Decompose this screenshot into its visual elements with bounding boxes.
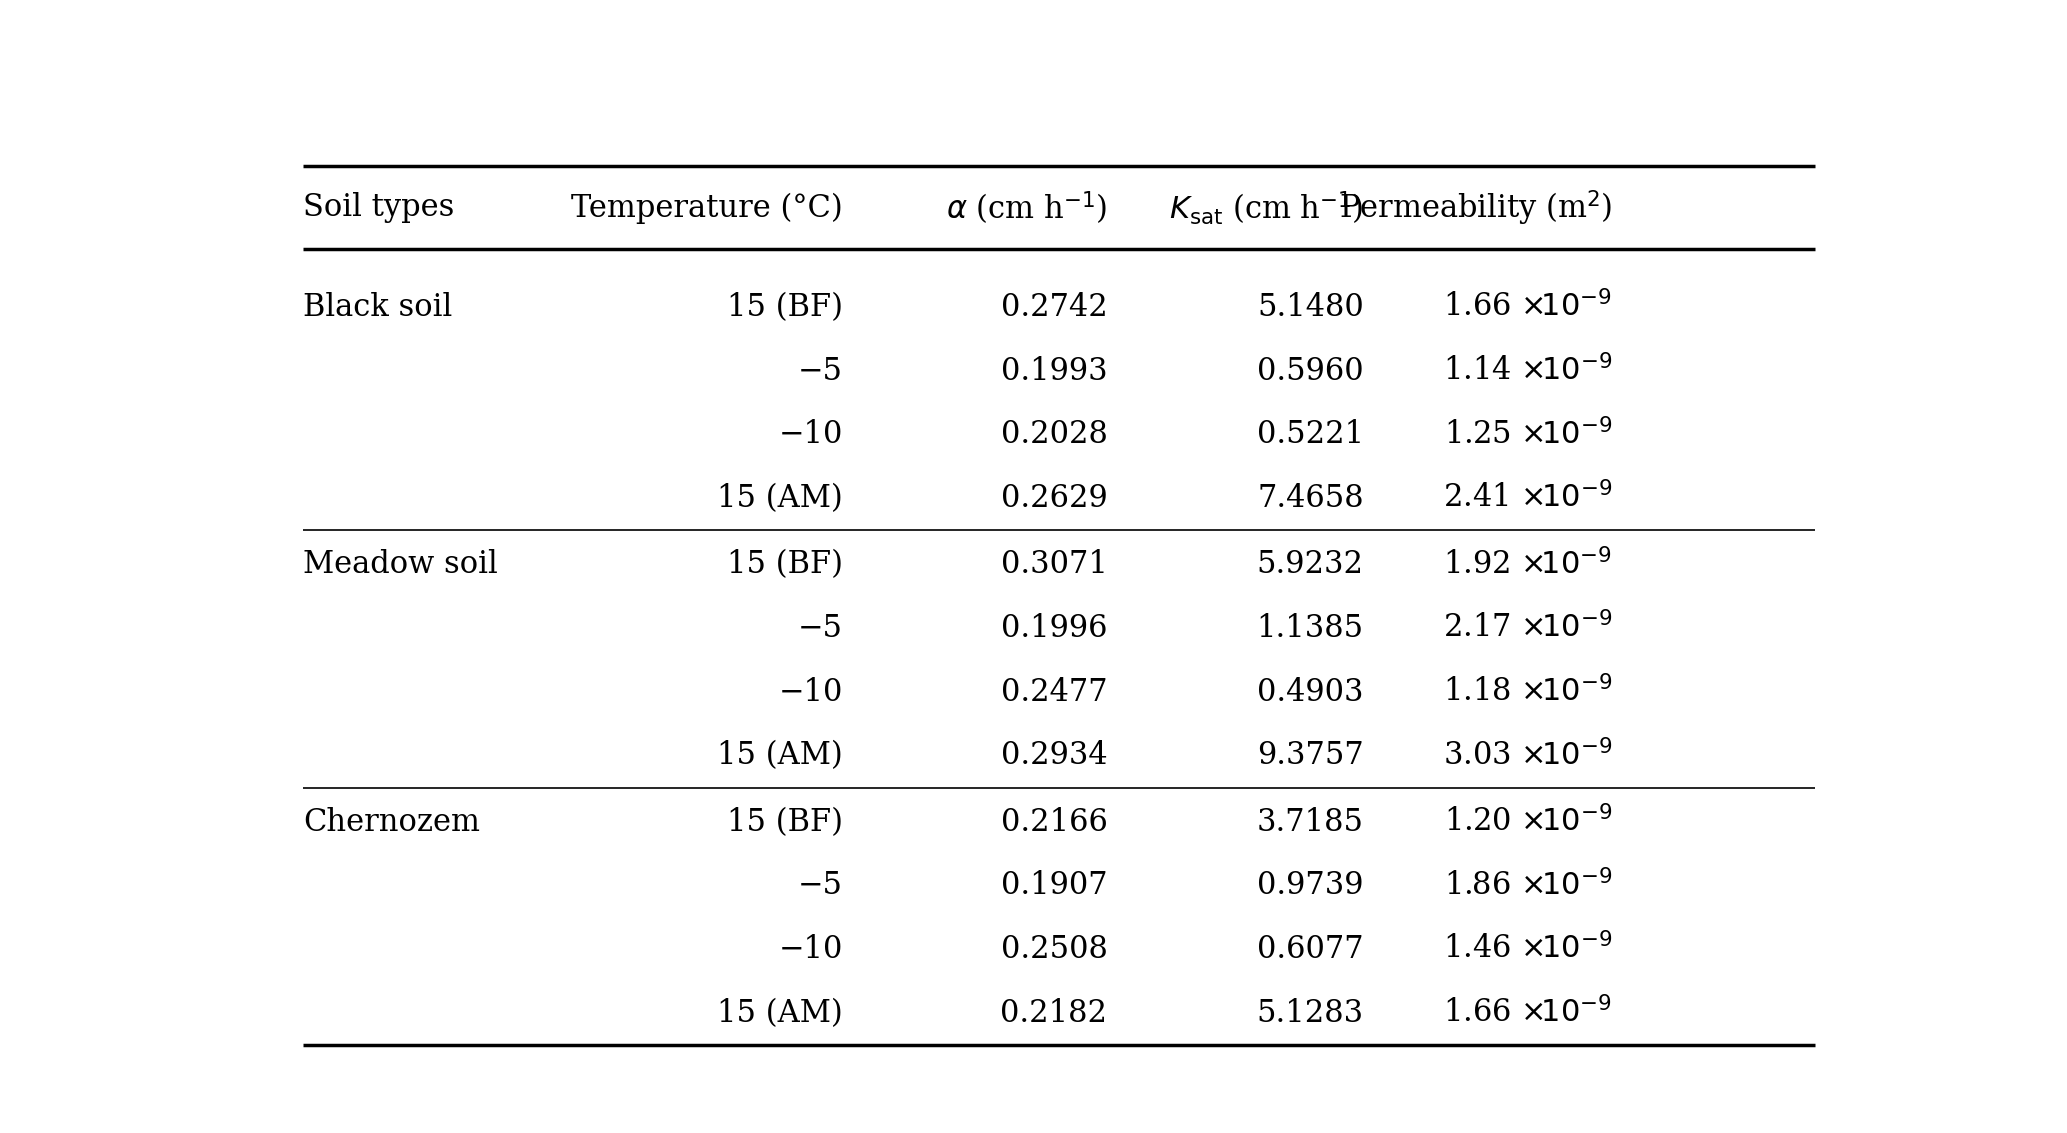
Text: 2.17 $\times\!10^{-9}$: 2.17 $\times\!10^{-9}$	[1443, 612, 1612, 645]
Text: Soil types: Soil types	[304, 193, 455, 223]
Text: 0.1996: 0.1996	[1000, 613, 1108, 644]
Text: 1.46 $\times\!10^{-9}$: 1.46 $\times\!10^{-9}$	[1443, 934, 1612, 965]
Text: −10: −10	[779, 934, 843, 965]
Text: 0.2477: 0.2477	[1000, 676, 1108, 708]
Text: 0.5960: 0.5960	[1257, 356, 1364, 386]
Text: 1.1385: 1.1385	[1257, 613, 1364, 644]
Text: −10: −10	[779, 676, 843, 708]
Text: Black soil: Black soil	[304, 292, 453, 323]
Text: 0.4903: 0.4903	[1257, 676, 1364, 708]
Text: $\alpha$ (cm h$^{-1}$): $\alpha$ (cm h$^{-1}$)	[947, 189, 1108, 227]
Text: 15 (BF): 15 (BF)	[728, 550, 843, 580]
Text: 1.14 $\times\!10^{-9}$: 1.14 $\times\!10^{-9}$	[1443, 355, 1612, 387]
Text: 0.2508: 0.2508	[1000, 934, 1108, 965]
Text: 9.3757: 9.3757	[1257, 740, 1364, 772]
Text: 1.86 $\times\!10^{-9}$: 1.86 $\times\!10^{-9}$	[1443, 869, 1612, 902]
Text: 0.2742: 0.2742	[1000, 292, 1108, 323]
Text: −5: −5	[798, 356, 843, 386]
Text: Meadow soil: Meadow soil	[304, 550, 498, 580]
Text: 0.2182: 0.2182	[1000, 998, 1108, 1029]
Text: 3.7185: 3.7185	[1257, 807, 1364, 837]
Text: 1.18 $\times\!10^{-9}$: 1.18 $\times\!10^{-9}$	[1443, 676, 1612, 708]
Text: 1.66 $\times\!10^{-9}$: 1.66 $\times\!10^{-9}$	[1443, 997, 1612, 1030]
Text: Temperature (°C): Temperature (°C)	[570, 193, 843, 223]
Text: −5: −5	[798, 613, 843, 644]
Text: 0.2629: 0.2629	[1000, 483, 1108, 514]
Text: 1.66 $\times\!10^{-9}$: 1.66 $\times\!10^{-9}$	[1443, 291, 1612, 324]
Text: 0.9739: 0.9739	[1257, 870, 1364, 901]
Text: 15 (BF): 15 (BF)	[728, 292, 843, 323]
Text: −10: −10	[779, 419, 843, 450]
Text: −5: −5	[798, 870, 843, 901]
Text: Chernozem: Chernozem	[304, 807, 480, 837]
Text: 15 (AM): 15 (AM)	[717, 998, 843, 1029]
Text: 5.9232: 5.9232	[1257, 550, 1364, 580]
Text: 7.4658: 7.4658	[1257, 483, 1364, 514]
Text: $K_{\mathrm{sat}}$ (cm h$^{-1}$): $K_{\mathrm{sat}}$ (cm h$^{-1}$)	[1170, 189, 1364, 227]
Text: 0.5221: 0.5221	[1257, 419, 1364, 450]
Text: 0.1993: 0.1993	[1000, 356, 1108, 386]
Text: 1.20 $\times\!10^{-9}$: 1.20 $\times\!10^{-9}$	[1443, 806, 1612, 838]
Text: 0.2166: 0.2166	[1000, 807, 1108, 837]
Text: 5.1480: 5.1480	[1257, 292, 1364, 323]
Text: 2.41 $\times\!10^{-9}$: 2.41 $\times\!10^{-9}$	[1443, 483, 1612, 514]
Text: 5.1283: 5.1283	[1257, 998, 1364, 1029]
Text: 15 (BF): 15 (BF)	[728, 807, 843, 837]
Text: 3.03 $\times\!10^{-9}$: 3.03 $\times\!10^{-9}$	[1443, 740, 1612, 772]
Text: 1.25 $\times\!10^{-9}$: 1.25 $\times\!10^{-9}$	[1443, 418, 1612, 451]
Text: 0.2028: 0.2028	[1000, 419, 1108, 450]
Text: 15 (AM): 15 (AM)	[717, 740, 843, 772]
Text: 0.2934: 0.2934	[1000, 740, 1108, 772]
Text: 0.1907: 0.1907	[1000, 870, 1108, 901]
Text: 0.3071: 0.3071	[1000, 550, 1108, 580]
Text: 1.92 $\times\!10^{-9}$: 1.92 $\times\!10^{-9}$	[1443, 548, 1612, 581]
Text: 15 (AM): 15 (AM)	[717, 483, 843, 514]
Text: 0.6077: 0.6077	[1257, 934, 1364, 965]
Text: Permeability (m$^2$): Permeability (m$^2$)	[1339, 188, 1612, 228]
